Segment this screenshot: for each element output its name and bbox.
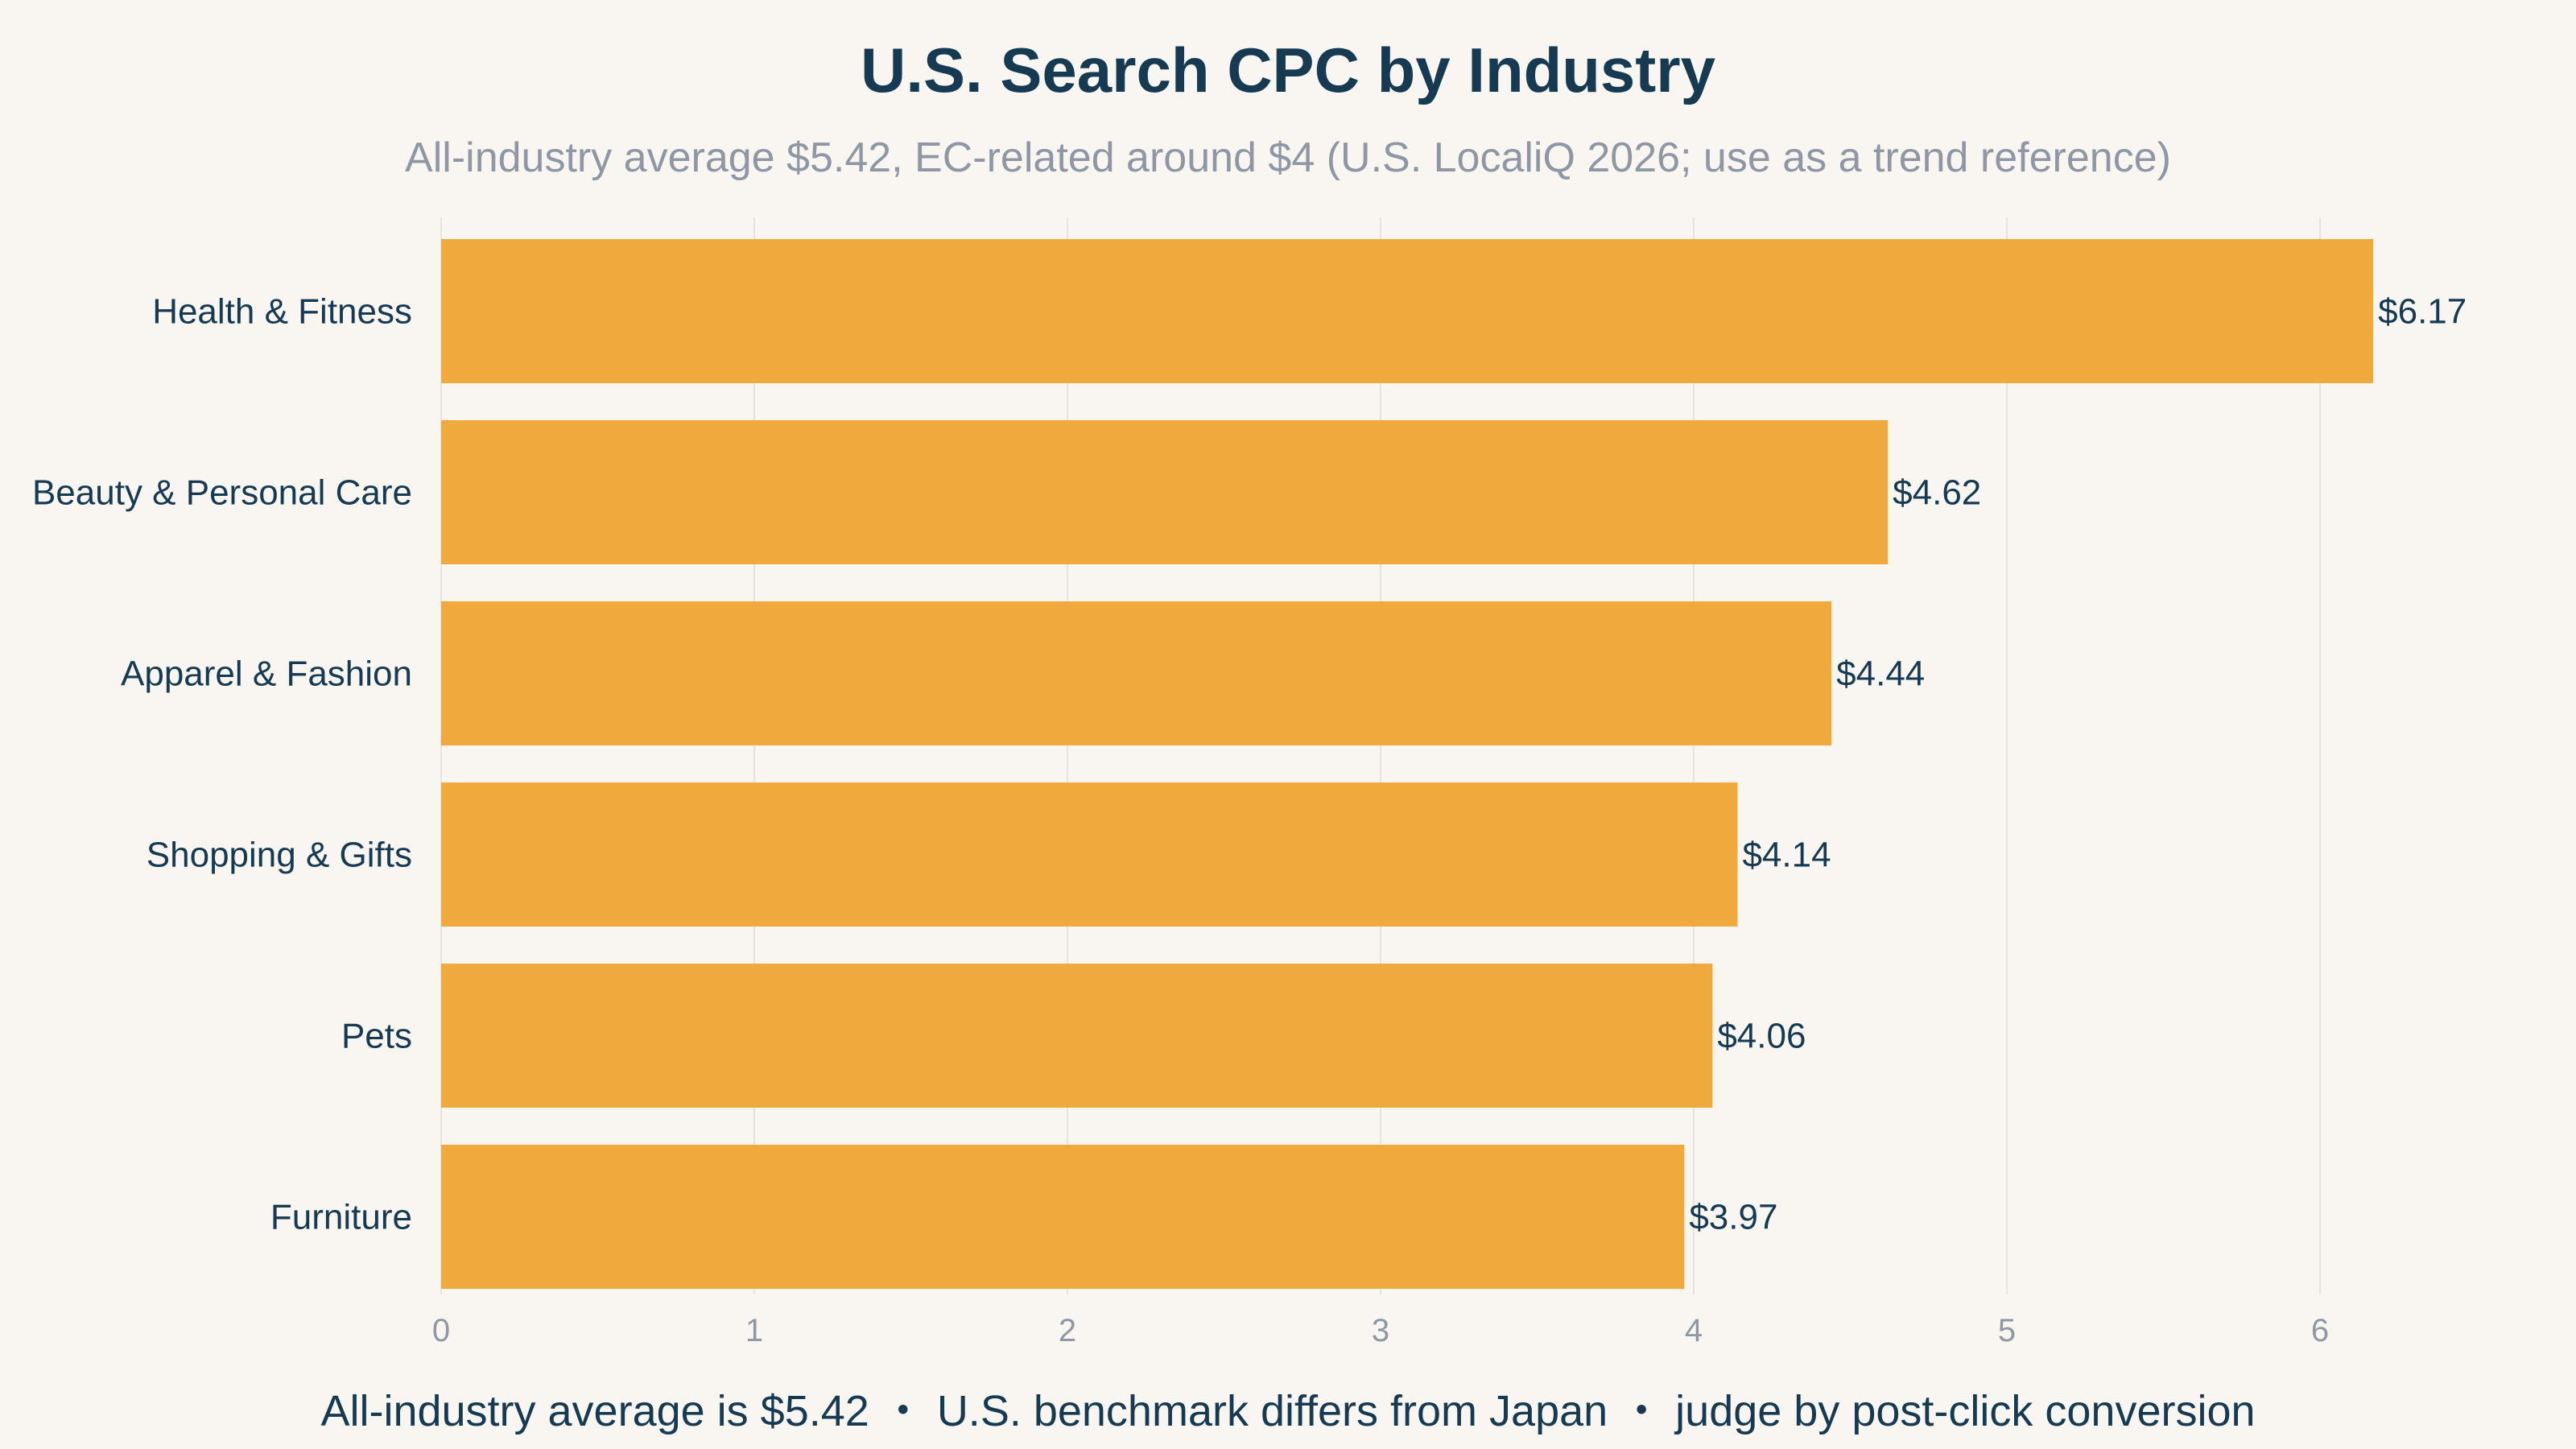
bar-value-label: $4.44 bbox=[1836, 654, 1925, 694]
category-label: Pets bbox=[341, 1017, 412, 1056]
bar-value-label: $4.06 bbox=[1717, 1017, 1806, 1056]
x-tick-label: 1 bbox=[745, 1313, 763, 1348]
x-tick-label: 6 bbox=[2311, 1313, 2329, 1348]
category-label: Shopping & Gifts bbox=[147, 836, 412, 875]
bar-value-label: $4.62 bbox=[1893, 473, 1981, 513]
x-tick-label: 3 bbox=[1372, 1313, 1389, 1348]
category-label: Beauty & Personal Care bbox=[32, 473, 412, 513]
category-label: Health & Fitness bbox=[152, 292, 412, 332]
bar-value-label: $6.17 bbox=[2378, 292, 2467, 332]
bar bbox=[441, 782, 1738, 927]
labels: 0 1 2 3 4 5 6 Health & Fitness $6.17 Beauty & Per… bbox=[32, 292, 2467, 1349]
chart-title: U.S. Search CPC by Industry bbox=[861, 35, 1715, 105]
bar bbox=[441, 239, 2374, 383]
bar bbox=[441, 964, 1713, 1108]
category-label: Apparel & Fashion bbox=[121, 654, 412, 694]
bar bbox=[441, 420, 1889, 564]
bar bbox=[441, 1145, 1685, 1289]
bar-value-label: $3.97 bbox=[1689, 1198, 1777, 1237]
category-label: Furniture bbox=[270, 1198, 412, 1237]
chart-footer-note: All-industry average is $5.42 ・ U.S. ben… bbox=[320, 1387, 2256, 1435]
x-tick-label: 0 bbox=[432, 1313, 450, 1348]
x-tick-label: 2 bbox=[1059, 1313, 1076, 1348]
chart-subtitle: All-industry average $5.42, EC-related a… bbox=[405, 134, 2171, 181]
bar bbox=[441, 601, 1832, 745]
bar-value-label: $4.14 bbox=[1742, 836, 1831, 875]
x-tick-label: 4 bbox=[1685, 1313, 1703, 1348]
bars bbox=[441, 239, 2374, 1289]
gridlines bbox=[440, 217, 2321, 1294]
x-tick-label: 5 bbox=[1998, 1313, 2016, 1348]
